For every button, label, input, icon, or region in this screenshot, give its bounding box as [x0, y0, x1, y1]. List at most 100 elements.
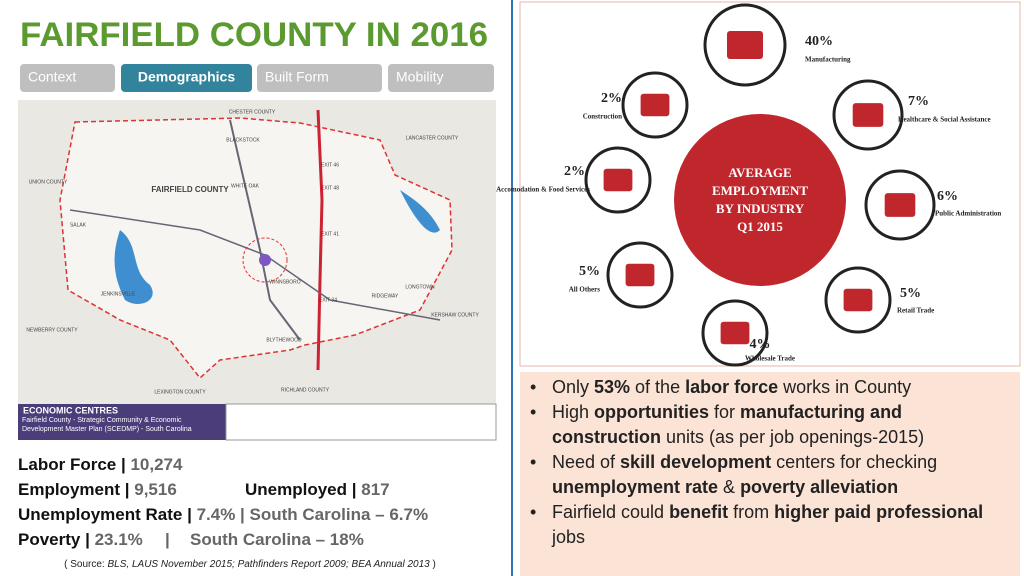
- industry-label: Retail Trade: [897, 307, 934, 315]
- map-label: NEWBERRY COUNTY: [26, 327, 78, 333]
- road: [229, 119, 301, 341]
- tab-label[interactable]: Context: [28, 69, 76, 85]
- bullet-part: jobs: [551, 527, 585, 547]
- center-circle: [674, 114, 846, 286]
- map-label: JENKINSVILLE: [101, 291, 136, 297]
- bullet-part: centers for checking: [771, 452, 937, 472]
- bullet-dot: •: [530, 402, 536, 422]
- bullet-part: &: [718, 477, 740, 497]
- bullet-part: High: [552, 402, 594, 422]
- bullet-part: skill development: [620, 452, 771, 472]
- map-label: RIDGEWAY: [372, 293, 399, 299]
- tab[interactable]: [257, 64, 382, 92]
- center-label: EMPLOYMENT: [712, 183, 808, 198]
- industry-icon: [727, 31, 763, 59]
- stat-value: |: [165, 530, 170, 549]
- legend-box: [18, 404, 226, 440]
- legend-title: ECONOMIC CENTRES: [23, 405, 118, 415]
- stat-key: Unemployment Rate |: [18, 505, 197, 524]
- industry-icon: [603, 168, 633, 192]
- economic-centre: [242, 237, 288, 283]
- bullet-part: units (as per job openings-2015): [661, 427, 924, 447]
- lake: [400, 190, 440, 233]
- bullet-dot: •: [530, 377, 536, 397]
- legend-text: Fairfield County - Strategic Community &…: [22, 417, 192, 433]
- bullet-part: 53%: [594, 377, 630, 397]
- industry-icon: [884, 193, 916, 217]
- bullet-part: construction: [552, 427, 661, 447]
- industry-label: Construction: [583, 113, 622, 121]
- map-label: CHESTER COUNTY: [229, 109, 276, 115]
- map-label: EXIT 46: [321, 162, 339, 168]
- legend-key: [225, 403, 497, 441]
- map-label: EXIT 48: [321, 185, 339, 191]
- industry-percent: 4%: [750, 337, 771, 352]
- stat-line: South Carolina – 18%: [190, 530, 364, 549]
- bullet-part: works in County: [778, 377, 911, 397]
- map-label: KERSHAW COUNTY: [431, 312, 479, 318]
- map-label: UNION COUNTY: [29, 179, 68, 185]
- tab[interactable]: [20, 64, 115, 92]
- tab[interactable]: [121, 64, 252, 92]
- center-label: Q1 2015: [737, 219, 783, 234]
- bullet-line: Need of skill development centers for ch…: [552, 452, 937, 472]
- industry-label: Accomodation & Food Services: [496, 186, 590, 194]
- map-label: SALAK: [70, 222, 87, 228]
- industry-percent: 5%: [900, 286, 921, 301]
- industry-icon: [720, 321, 750, 345]
- stat-value: South Carolina – 18%: [190, 530, 364, 549]
- stat-value: 23.1%: [95, 530, 143, 549]
- bullet-part: benefit: [669, 502, 728, 522]
- source-part: ): [430, 559, 436, 570]
- industry-label: Wholesale Trade: [745, 355, 795, 363]
- stat-line: Poverty | 23.1%: [18, 530, 143, 549]
- industry-icon: [640, 93, 670, 117]
- map-label: BLACKSTOCK: [226, 137, 260, 143]
- tab[interactable]: [388, 64, 494, 92]
- bullet-part: from: [728, 502, 774, 522]
- bullet-line: construction units (as per job openings-…: [552, 427, 924, 447]
- bullet-line: unemployment rate & poverty alleviation: [552, 477, 898, 497]
- center-label: AVERAGE: [728, 165, 791, 180]
- stat-key: Unemployed |: [245, 480, 361, 499]
- bullet-part: Need of: [552, 452, 620, 472]
- bullet-part: manufacturing and: [740, 402, 902, 422]
- stat-value: 7.4% | South Carolina – 6.7%: [197, 505, 429, 524]
- county-boundary: [59, 117, 453, 380]
- industry-percent: 2%: [564, 164, 585, 179]
- bullet-part: Only: [552, 377, 594, 397]
- stat-value: 9,516: [134, 480, 177, 499]
- stat-key: Labor Force |: [18, 455, 130, 474]
- bullet-part: Fairfield could: [552, 502, 669, 522]
- bullet-part: labor force: [685, 377, 778, 397]
- map-label: RICHLAND COUNTY: [281, 387, 330, 393]
- industry-icon: [843, 288, 873, 312]
- industry-icon: [625, 263, 655, 287]
- bullet-part: opportunities: [594, 402, 709, 422]
- bullet-line: High opportunities for manufacturing and: [552, 402, 902, 422]
- source-part: ( Source:: [64, 559, 107, 570]
- source-part: BLS, LAUS November 2015; Pathfinders Rep…: [108, 559, 431, 570]
- stat-line: |: [165, 530, 170, 549]
- bullet-part: higher paid professional: [774, 502, 983, 522]
- map-label: BLYTHEWOOD: [266, 337, 302, 343]
- bullet-part: unemployment rate: [552, 477, 718, 497]
- map-label: EXIT 34: [319, 297, 337, 303]
- interstate: [316, 109, 324, 371]
- stat-line: Labor Force | 10,274: [18, 455, 183, 474]
- industry-label: All Others: [569, 286, 601, 294]
- industry-percent: 6%: [937, 189, 958, 204]
- industry-percent: 7%: [908, 94, 929, 109]
- map-label: WINNSBORO: [269, 279, 301, 285]
- tab-label[interactable]: Built Form: [265, 69, 329, 85]
- centre-marker: [259, 254, 271, 266]
- industry-percent: 2%: [601, 91, 622, 106]
- industry-label: Manufacturing: [805, 56, 851, 64]
- stat-value: 817: [361, 480, 389, 499]
- industry-label: Public Administration: [935, 210, 1001, 218]
- industry-percent: 40%: [805, 34, 833, 49]
- tab-label[interactable]: Mobility: [396, 69, 443, 85]
- stat-key: Employment |: [18, 480, 134, 499]
- tab-label[interactable]: Demographics: [138, 69, 235, 85]
